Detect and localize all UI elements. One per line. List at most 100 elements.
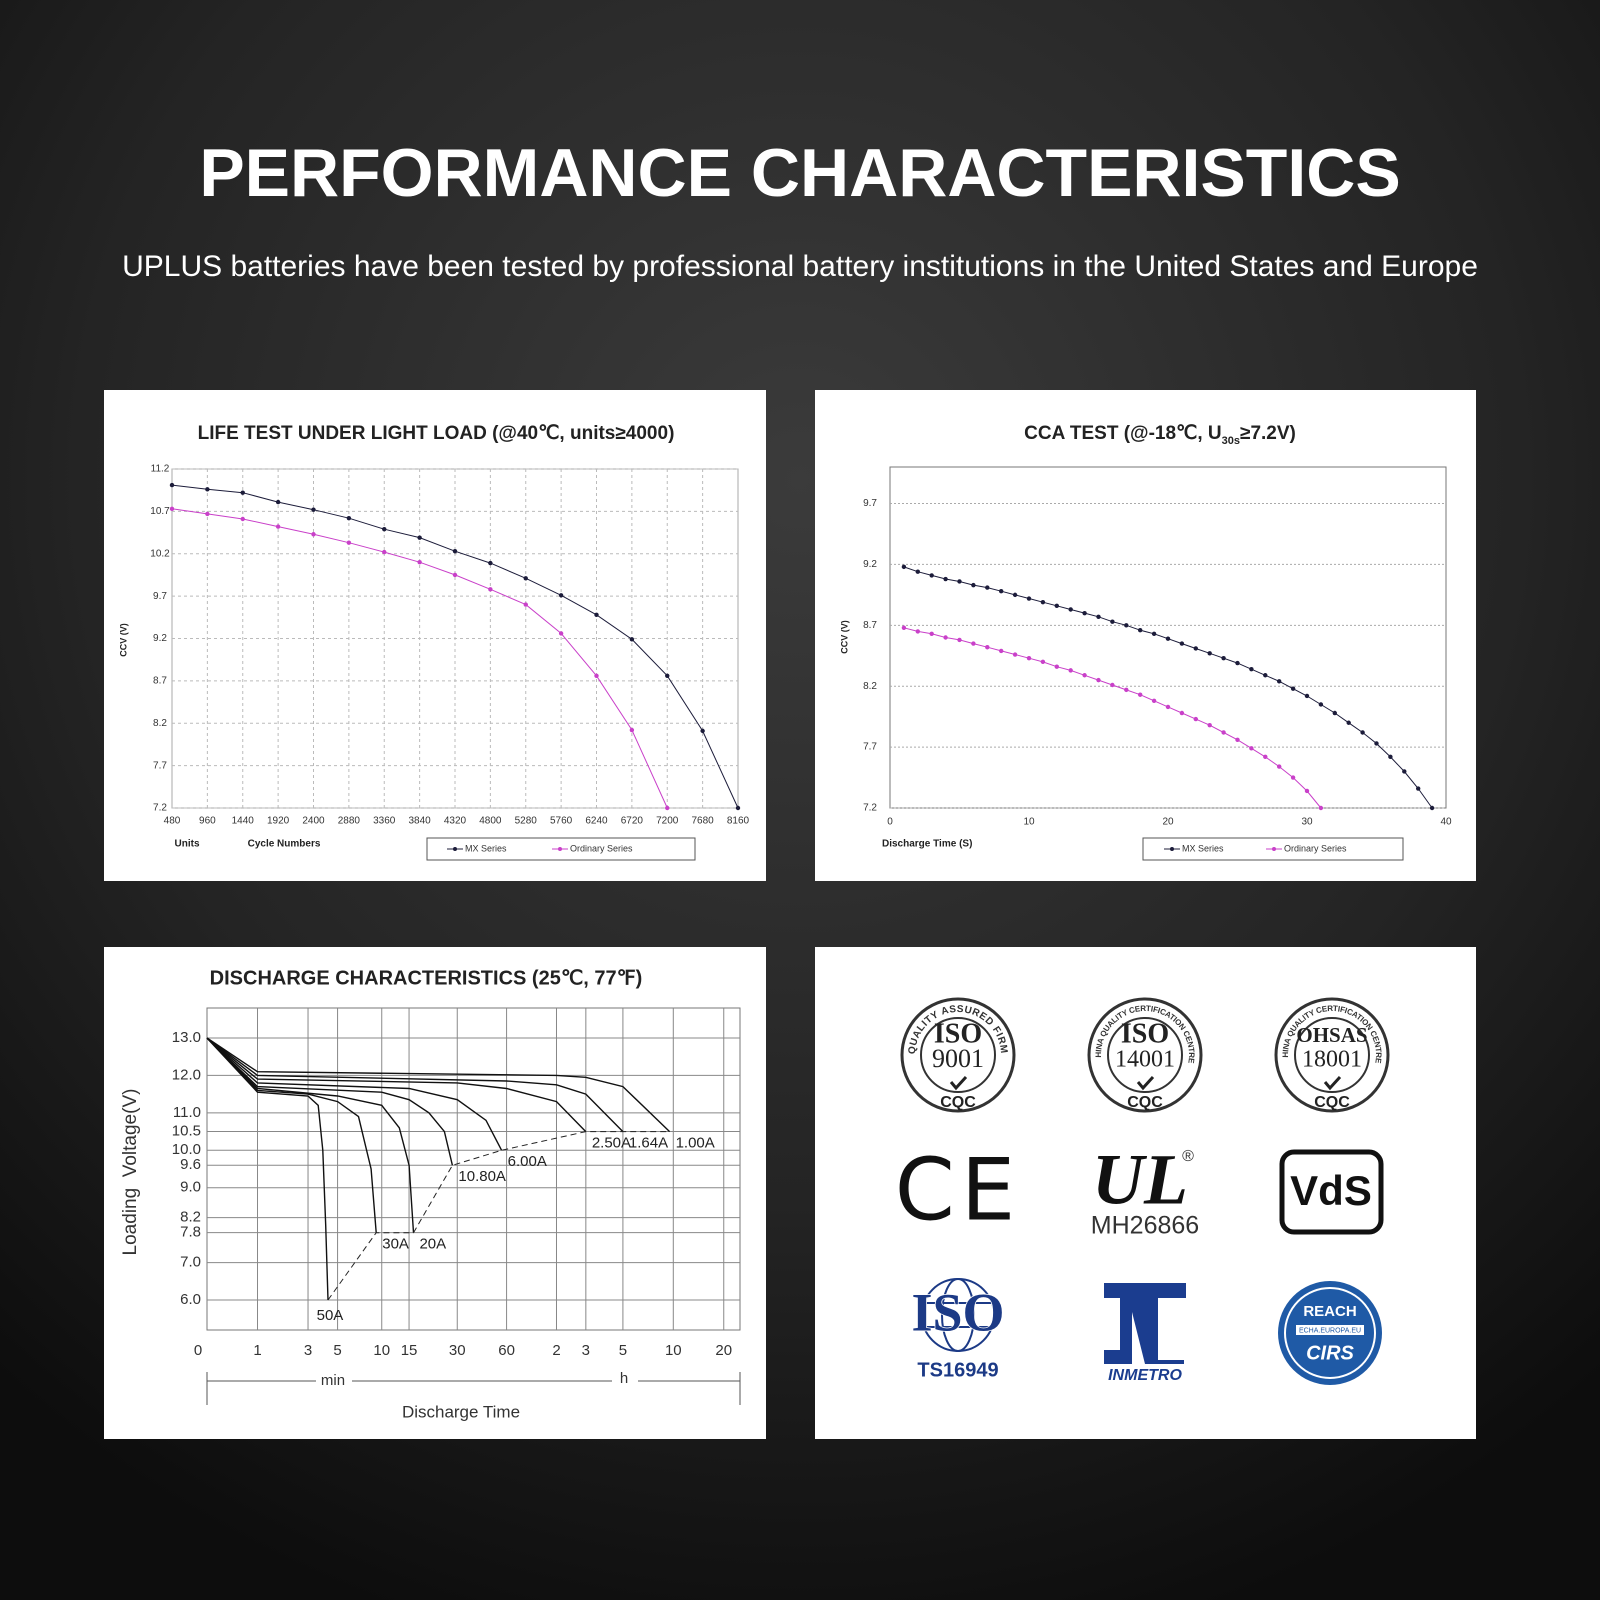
data-point xyxy=(915,629,920,634)
data-point xyxy=(311,532,316,537)
logo-name: VdS xyxy=(1290,1167,1372,1214)
y-tick-label: 11.2 xyxy=(151,464,170,475)
iso-ts-logo: ISO TS16949 xyxy=(911,1278,1005,1381)
y-tick-label: 10.7 xyxy=(150,506,170,517)
title-text: ≥7.2V) xyxy=(1240,423,1296,444)
y-axis-label: CCV (V) xyxy=(839,620,849,654)
y-tick-label: 13.0 xyxy=(172,1029,201,1046)
data-point xyxy=(169,506,175,512)
data-point xyxy=(1179,710,1185,716)
data-point xyxy=(665,673,670,678)
x-tick-label: 1920 xyxy=(267,816,290,827)
data-point xyxy=(594,612,599,617)
data-point xyxy=(1277,679,1282,684)
x-tick-label: 6240 xyxy=(585,816,608,827)
chart: 7.2 7.7 8.2 8.7 9.2 9.7 0 10 20 30 40 MX Series Ordi… xyxy=(863,466,1452,861)
y-tick-label: 8.7 xyxy=(863,620,877,631)
y-tick-label: 7.7 xyxy=(863,742,877,753)
data-point xyxy=(1263,754,1268,760)
data-point xyxy=(1318,805,1324,811)
data-point xyxy=(558,593,564,598)
x-tick-label: 480 xyxy=(164,816,181,827)
data-point xyxy=(311,507,316,512)
y-tick-label: 8.2 xyxy=(863,681,877,692)
data-point xyxy=(417,560,422,565)
data-point xyxy=(1096,614,1101,619)
chart: 7.2 7.7 8.2 8.7 9.2 9.7 10.2 10.7 11.2 480 960 1440… xyxy=(150,464,750,861)
data-point xyxy=(1346,720,1351,725)
data-point xyxy=(943,635,948,640)
data-point xyxy=(1026,596,1032,601)
data-point xyxy=(1026,656,1032,661)
logo-mark: CQC xyxy=(1314,1094,1350,1111)
data-point xyxy=(1082,673,1087,678)
check-mark xyxy=(1136,1075,1155,1091)
x-axis-label: Cycle Numbers xyxy=(248,839,321,850)
data-point xyxy=(558,631,564,636)
logo-name: INMETRO xyxy=(1108,1367,1182,1384)
x-tick-label: 15 xyxy=(401,1342,418,1359)
inmetro-logo: INMETRO xyxy=(1104,1283,1186,1384)
title-text: CCA TEST (@-18℃, U xyxy=(1024,423,1222,444)
x-tick-label: 2400 xyxy=(302,816,325,827)
y-tick-label: 8.2 xyxy=(153,718,167,729)
data-point xyxy=(1151,698,1157,704)
y-tick-label: 9.7 xyxy=(153,591,167,602)
y-tick-label: 6.0 xyxy=(180,1291,201,1308)
data-point xyxy=(1360,730,1365,735)
x-tick-label: 10 xyxy=(1023,817,1035,828)
data-point xyxy=(523,602,528,607)
data-point xyxy=(1165,636,1171,641)
data-point xyxy=(1054,603,1060,609)
data-point xyxy=(1235,660,1240,666)
x-tick-label: 7680 xyxy=(692,816,715,827)
page-title: PERFORMANCE CHARACTERISTICS xyxy=(199,135,1400,211)
logo-name: UL xyxy=(1092,1140,1188,1220)
x-tick-label: 3 xyxy=(582,1342,590,1359)
x-tick-label: 10 xyxy=(373,1342,390,1359)
series-label: 10.80A xyxy=(458,1168,506,1185)
chart-title: LIFE TEST UNDER LIGHT LOAD (@40℃, units≥… xyxy=(198,423,675,444)
legend-label: Ordinary Series xyxy=(570,843,633,853)
panel xyxy=(104,390,766,881)
x-axis-label: Discharge Time (S) xyxy=(882,839,972,850)
logo-mark: CQC xyxy=(940,1094,976,1111)
data-point xyxy=(929,573,934,578)
x-tick-label: 30 xyxy=(449,1342,466,1359)
data-point xyxy=(629,727,635,733)
logo-name: REACH xyxy=(1303,1303,1356,1320)
data-point xyxy=(1290,686,1296,691)
y-tick-label: 9.6 xyxy=(180,1156,201,1173)
y-tick-label: 9.0 xyxy=(180,1179,201,1196)
data-point xyxy=(1124,623,1129,628)
data-point xyxy=(985,585,990,590)
x-tick-label: 7200 xyxy=(656,816,679,827)
data-point xyxy=(1082,610,1087,616)
legend-label: MX Series xyxy=(465,843,507,853)
plot-frame xyxy=(206,1007,741,1331)
x-tick-label: 5 xyxy=(333,1342,341,1359)
data-point xyxy=(1416,786,1421,791)
series-line xyxy=(206,1037,415,1233)
logo-ring xyxy=(1274,997,1390,1113)
data-point xyxy=(275,499,281,505)
legend-swatch xyxy=(1170,847,1174,851)
logo-number: 9001 xyxy=(932,1044,984,1073)
data-point xyxy=(1096,677,1101,683)
data-point xyxy=(346,515,352,521)
logo-name: OHSAS xyxy=(1296,1023,1367,1047)
data-point xyxy=(594,673,599,678)
data-point xyxy=(275,524,281,529)
data-point xyxy=(1193,646,1199,651)
logo-name: ISO xyxy=(1121,1018,1169,1049)
data-point xyxy=(346,540,352,545)
data-point xyxy=(1277,764,1282,769)
chart-title: DISCHARGE CHARACTERISTICS (25℃, 77℉) xyxy=(210,967,643,989)
y-tick-label: 7.2 xyxy=(153,803,167,814)
x-tick-label: 5 xyxy=(619,1342,627,1359)
data-point xyxy=(999,589,1004,594)
y-tick-label: 9.2 xyxy=(863,559,877,570)
logo-name: ISO xyxy=(911,1282,1004,1342)
data-point xyxy=(1040,659,1046,665)
data-point xyxy=(169,482,175,488)
